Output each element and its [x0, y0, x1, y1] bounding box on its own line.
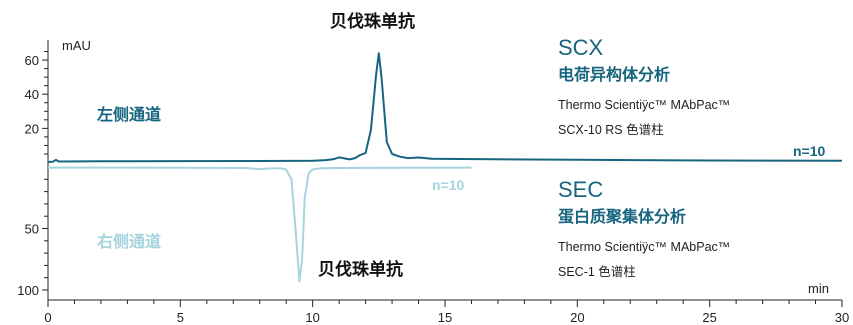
y-upper-tick-label: 60 [25, 53, 39, 68]
x-tick-label: 30 [835, 310, 849, 325]
y-unit-label: mAU [62, 38, 91, 53]
sec-method-label: 蛋白质聚集体分析 [558, 207, 686, 226]
sec-n-label: n=10 [432, 177, 465, 193]
scx-method-label: 电荷异构体分析 [558, 65, 670, 84]
sec-mode-label: SEC [558, 177, 603, 202]
traces [47, 52, 843, 283]
axes: 0 5 10 15 20 25 30 20 40 60 50 100 [17, 40, 849, 325]
sec-trace [47, 166, 472, 283]
x-tick-label: 10 [305, 310, 319, 325]
scx-peak-label: 贝伐珠单抗 [330, 11, 415, 32]
left-channel-label: 左侧通道 [96, 105, 161, 124]
right-channel-label: 右侧通道 [97, 232, 161, 251]
scx-mode-label: SCX [558, 35, 604, 60]
scx-column-line1: Thermo Scientiÿc™ MAbPac™ [558, 98, 730, 112]
x-tick-label: 0 [44, 310, 51, 325]
y-upper-tick-label: 40 [25, 87, 39, 102]
sec-column-line2: SEC-1 色谱柱 [558, 264, 636, 279]
y-lower-tick-label: 50 [25, 222, 39, 237]
x-tick-label: 25 [702, 310, 716, 325]
sec-column-line1: Thermo Scientiÿc™ MAbPac™ [558, 240, 730, 254]
sec-peak-label: 贝伐珠单抗 [318, 259, 403, 280]
x-tick-label: 5 [177, 310, 184, 325]
scx-n-label: n=10 [793, 143, 826, 159]
x-axis-label: min [808, 281, 829, 296]
scx-trace [47, 52, 843, 163]
scx-column-line2: SCX-10 RS 色谱柱 [558, 122, 664, 137]
x-tick-label: 20 [570, 310, 584, 325]
x-tick-label: 15 [438, 310, 452, 325]
y-upper-tick-label: 20 [25, 121, 39, 136]
y-lower-tick-label: 100 [17, 283, 39, 298]
